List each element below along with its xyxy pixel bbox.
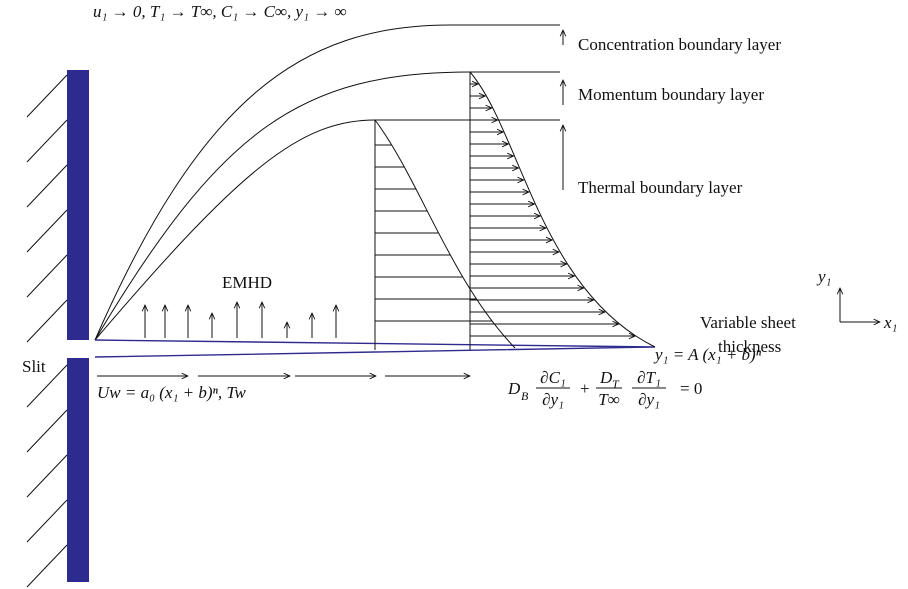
layer-label: Concentration boundary layer xyxy=(578,35,781,54)
eq-num: ∂C₁ xyxy=(540,368,566,387)
eq-plus: + xyxy=(580,379,590,398)
hatch xyxy=(26,364,68,408)
eq-sub: T xyxy=(612,377,620,391)
concentration-curve xyxy=(94,24,560,341)
sheet-label: thickness xyxy=(718,337,781,356)
hatch xyxy=(26,454,68,498)
layer-label: Thermal boundary layer xyxy=(578,178,743,197)
wall-lower xyxy=(67,358,89,582)
velocity-profile xyxy=(469,71,656,348)
hatch xyxy=(26,254,68,298)
hatch xyxy=(26,119,68,163)
sheet-equation: y₁ = A (x₁ + b)ⁿ xyxy=(653,345,762,364)
hatch xyxy=(26,409,68,453)
hatch xyxy=(26,209,68,253)
eq-symbol: D xyxy=(599,368,613,387)
drawing xyxy=(26,24,880,588)
thermal-curve xyxy=(94,119,560,341)
wall-velocity: Uw = a₀ (x₁ + b)ⁿ, Tw xyxy=(97,383,247,402)
sheet-label: Variable sheet xyxy=(700,313,796,332)
eq-sub: B xyxy=(521,389,529,403)
eq-rhs: = 0 xyxy=(680,379,702,398)
eq-symbol: D xyxy=(507,379,521,398)
wall-upper xyxy=(67,70,89,340)
layer-label: Momentum boundary layer xyxy=(578,85,764,104)
hatch xyxy=(26,299,68,343)
hatch xyxy=(26,544,68,588)
hatch xyxy=(26,499,68,543)
eq-den: ∂y₁ xyxy=(542,390,564,409)
emhd-label: EMHD xyxy=(222,273,272,292)
eq-den: T∞ xyxy=(598,390,620,409)
axis-label: x₁ xyxy=(883,313,897,332)
slit-label: Slit xyxy=(22,357,46,376)
axis-label: y₁ xyxy=(816,267,831,286)
eq-num: ∂T₁ xyxy=(637,368,661,387)
hatch xyxy=(26,164,68,208)
momentum-curve xyxy=(94,71,560,341)
thermal-profile xyxy=(374,119,516,349)
hatch xyxy=(26,74,68,118)
top-condition: u₁ → 0, T₁ → T∞, C₁ → C∞, y₁ → ∞ xyxy=(93,2,347,21)
eq-den: ∂y₁ xyxy=(638,390,660,409)
